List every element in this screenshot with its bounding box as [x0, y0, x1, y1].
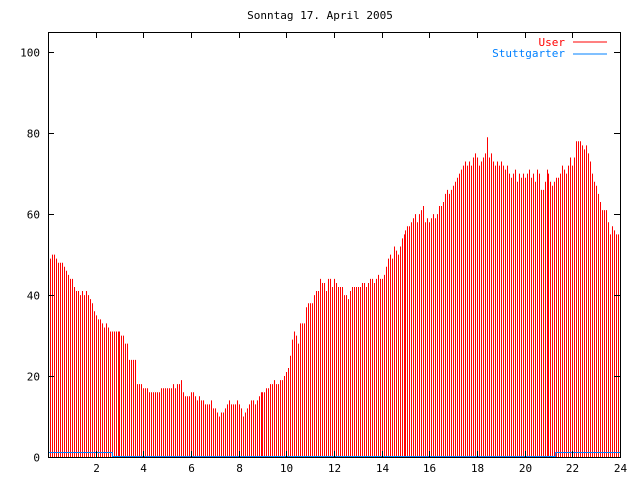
- y-tick-label: 100: [20, 47, 40, 60]
- chart-title: Sonntag 17. April 2005: [247, 9, 393, 22]
- y-tick-label: 40: [27, 290, 40, 303]
- y-tick-label: 20: [27, 371, 40, 384]
- x-tick-label: 8: [236, 462, 243, 475]
- x-tick-label: 4: [140, 462, 147, 475]
- y-tick-label: 0: [33, 452, 40, 465]
- x-tick-label: 22: [566, 462, 579, 475]
- x-tick-label: 6: [188, 462, 195, 475]
- x-tick-label: 2: [93, 462, 100, 475]
- x-tick-label: 16: [423, 462, 436, 475]
- legend-label-stuttgarter: Stuttgarter: [492, 47, 565, 60]
- y-tick-label: 60: [27, 209, 40, 222]
- y-tick-label: 80: [27, 128, 40, 141]
- user-bars: [48, 137, 619, 457]
- x-tick-label: 14: [376, 462, 390, 475]
- x-tick-label: 20: [519, 462, 532, 475]
- x-tick-label: 18: [471, 462, 484, 475]
- legend: User Stuttgarter: [492, 36, 607, 60]
- x-tick-label: 24: [614, 462, 628, 475]
- legend-label-user: User: [539, 36, 566, 49]
- x-tick-label: 10: [280, 462, 293, 475]
- x-tick-label: 12: [328, 462, 341, 475]
